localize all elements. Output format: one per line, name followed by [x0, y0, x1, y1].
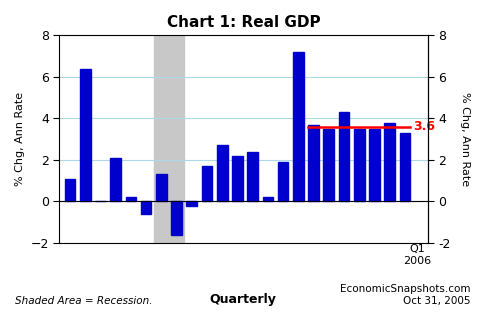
Bar [308, 124, 318, 202]
Bar [125, 197, 136, 202]
Bar [338, 112, 348, 202]
Bar [384, 123, 394, 202]
Bar [323, 129, 333, 202]
Text: Quarterly: Quarterly [209, 293, 275, 306]
Bar [171, 202, 182, 235]
Bar [399, 133, 409, 202]
Text: Q1
2006: Q1 2006 [402, 244, 430, 266]
Bar [80, 69, 91, 202]
Bar [353, 129, 364, 202]
Bar [232, 156, 242, 202]
Bar [216, 145, 227, 202]
Title: Chart 1: Real GDP: Chart 1: Real GDP [166, 15, 320, 30]
Bar [277, 162, 288, 202]
Bar [186, 202, 197, 206]
Y-axis label: % Chg, Ann Rate: % Chg, Ann Rate [459, 92, 469, 186]
Bar [262, 197, 272, 202]
Bar [368, 129, 379, 202]
Text: Shaded Area = Recession.: Shaded Area = Recession. [15, 296, 152, 306]
Bar [247, 152, 257, 202]
Bar [156, 174, 166, 202]
Bar [64, 179, 75, 202]
Text: 3.6: 3.6 [412, 120, 435, 133]
Bar [201, 166, 212, 202]
Bar [140, 202, 151, 214]
Bar [292, 52, 303, 202]
Bar [153, 35, 184, 243]
Bar [110, 158, 121, 202]
Text: EconomicSnapshots.com
Oct 31, 2005: EconomicSnapshots.com Oct 31, 2005 [339, 284, 469, 306]
Y-axis label: % Chg, Ann Rate: % Chg, Ann Rate [15, 92, 25, 186]
